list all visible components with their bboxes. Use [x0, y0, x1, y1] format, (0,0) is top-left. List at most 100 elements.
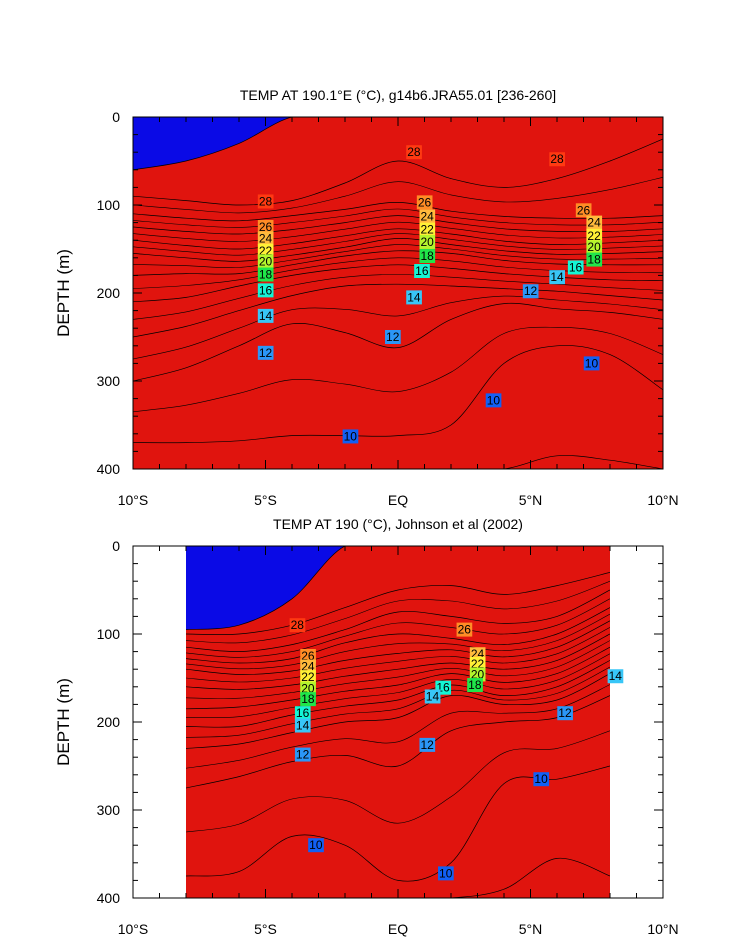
contour-line-25 — [186, 598, 610, 658]
contour-label: 26 — [300, 649, 316, 663]
contour-line-11 — [186, 730, 610, 833]
contour-label-text: 10 — [487, 393, 501, 407]
contour-label: 26 — [456, 622, 473, 637]
contour-line-9 — [186, 858, 610, 898]
contour-label-text: 20 — [471, 667, 485, 681]
y-tick-label: 200 — [97, 285, 121, 301]
contour-label-text: 24 — [420, 209, 434, 223]
contour-label-text: 28 — [407, 145, 421, 159]
contour-fills — [133, 117, 663, 469]
contour-label: 18 — [300, 692, 316, 707]
contour-label-text: 22 — [471, 657, 485, 671]
contour-label: 18 — [467, 678, 483, 693]
contour-line-13 — [186, 684, 610, 769]
contour-label: 28 — [257, 194, 274, 209]
contour-label-text: 12 — [386, 330, 400, 344]
contour-label: 22 — [300, 670, 316, 685]
contour-label: 16 — [567, 260, 584, 275]
contour-line-15 — [186, 666, 610, 738]
contour-line-28 — [133, 138, 663, 206]
contour-label-text: 14 — [609, 669, 623, 683]
contour-line-18 — [186, 646, 610, 710]
y-tick-label: 400 — [97, 890, 121, 906]
contour-label-text: 14 — [426, 689, 440, 703]
contour-label: 20 — [586, 240, 603, 255]
contour-line-11 — [133, 326, 663, 413]
contour-line-22 — [186, 620, 610, 675]
contour-line-15 — [133, 274, 663, 320]
contour-label-text: 18 — [587, 253, 601, 267]
x-tick-label: 10°S — [118, 921, 149, 937]
contour-line-10 — [133, 345, 663, 444]
contour-label-text: 12 — [558, 706, 572, 720]
contour-label: 10 — [438, 866, 454, 881]
contour-label-text: 12 — [259, 346, 273, 360]
contour-label-text: 12 — [420, 738, 434, 752]
y-axis-label: DEPTH (m) — [54, 678, 73, 766]
contour-label-text: 24 — [259, 231, 273, 245]
contour-label: 22 — [469, 656, 486, 671]
contour-label-text: 10 — [534, 772, 548, 786]
contour-line-21 — [186, 627, 610, 683]
x-tick-label: 10°N — [647, 492, 678, 508]
contour-label: 12 — [257, 345, 274, 360]
contour-line-29 — [133, 117, 663, 171]
contour-label: 24 — [586, 215, 603, 230]
contour-label-text: 16 — [259, 283, 273, 297]
contour-label: 16 — [294, 706, 311, 721]
contour-label: 24 — [419, 209, 436, 224]
contour-label-text: 26 — [458, 623, 472, 637]
contour-label: 26 — [416, 195, 433, 210]
contour-label-text: 16 — [569, 260, 583, 274]
contour-label: 18 — [586, 252, 603, 267]
y-tick-label: 0 — [112, 109, 120, 125]
contour-line-23 — [186, 613, 610, 670]
contour-line-14 — [133, 283, 663, 338]
x-tick-label: EQ — [388, 492, 408, 508]
contour-label: 16 — [257, 283, 274, 298]
contour-label: 14 — [406, 290, 422, 305]
contour-line-22 — [133, 228, 663, 250]
contour-line-16 — [186, 660, 610, 728]
x-tick-label: 10°N — [647, 921, 678, 937]
contour-label-text: 20 — [301, 682, 315, 696]
contour-label: 18 — [257, 267, 274, 282]
contour-label: 24 — [257, 231, 274, 246]
contour-label-text: 16 — [296, 706, 310, 720]
chart-title: TEMP AT 190.1°E (°C), g14b6.JRA55.01 [23… — [240, 87, 556, 103]
contour-line-26 — [186, 589, 610, 652]
x-tick-label: 5°S — [254, 492, 277, 508]
contour-label: 20 — [300, 681, 316, 696]
y-axis-label: DEPTH (m) — [54, 249, 73, 337]
x-tick-label: 5°S — [254, 921, 277, 937]
contour-label-text: 26 — [418, 195, 432, 209]
contour-label: 16 — [414, 264, 430, 278]
contour-label-text: 12 — [524, 284, 538, 298]
contour-label-text: 22 — [587, 229, 601, 243]
contour-line-16 — [133, 264, 663, 303]
contour-label: 18 — [419, 249, 436, 264]
contour-label: 26 — [257, 220, 274, 234]
contour-label: 20 — [257, 254, 274, 269]
x-tick-label: 10°S — [118, 492, 149, 508]
contour-label: 12 — [557, 706, 573, 721]
contour-label-text: 24 — [587, 216, 601, 230]
contour-label-text: 18 — [468, 678, 482, 692]
contour-label: 20 — [419, 234, 436, 249]
y-tick-label: 300 — [97, 373, 121, 389]
contour-label: 12 — [419, 737, 436, 752]
contour-label: 14 — [294, 718, 311, 733]
contour-label: 14 — [257, 308, 274, 323]
contour-label-text: 26 — [301, 649, 315, 663]
contour-label: 12 — [294, 747, 311, 762]
contour-line-20 — [186, 633, 610, 690]
contour-label-text: 14 — [296, 719, 310, 733]
y-tick-label: 100 — [97, 197, 121, 213]
contour-label-text: 10 — [439, 866, 453, 880]
contour-line-19 — [186, 640, 610, 699]
contour-label: 20 — [469, 667, 486, 682]
contour-fills — [186, 546, 610, 898]
contour-label: 28 — [289, 618, 306, 633]
contour-label: 10 — [342, 429, 359, 444]
y-tick-label: 200 — [97, 714, 121, 730]
